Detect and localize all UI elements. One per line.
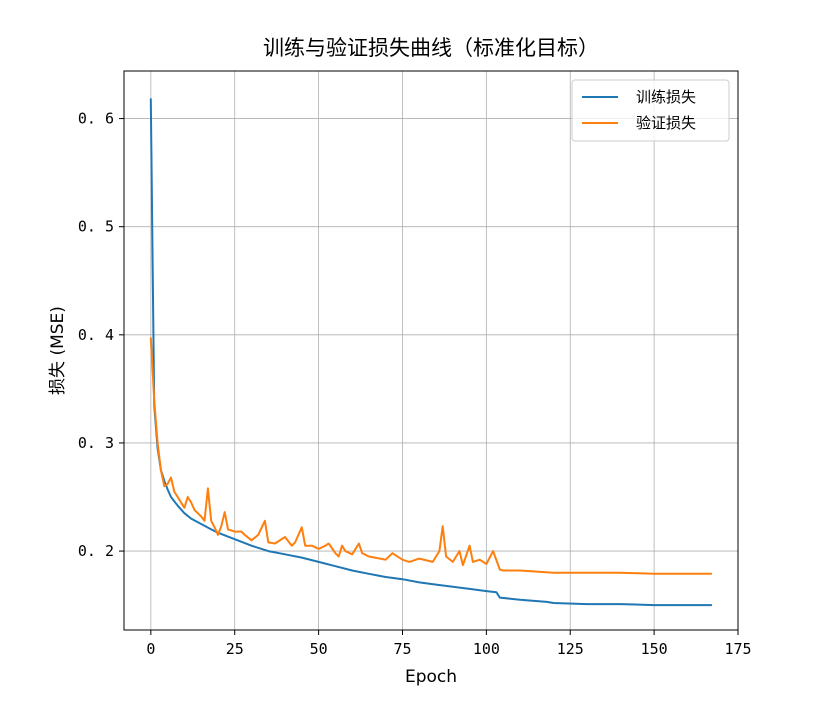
axis-ticks: 0 25 50 75 100 125 150 175 0. 2 0. 3 0. 4 0. 5 0. 6 (78, 110, 752, 658)
chart-title: 训练与验证损失曲线（标准化目标） (263, 36, 599, 60)
series-lines (149, 98, 713, 607)
legend-label-val: 验证损失 (636, 114, 696, 132)
legend: 训练损失 验证损失 (571, 79, 730, 142)
y-tick-label: 0. 6 (78, 110, 114, 128)
x-tick-label: 175 (724, 640, 751, 658)
grid (124, 71, 739, 630)
y-axis-label: 损失 (MSE) (48, 306, 68, 395)
y-tick-label: 0. 5 (78, 218, 114, 236)
x-tick-label: 0 (146, 640, 155, 658)
x-tick-label: 25 (226, 640, 244, 658)
x-tick-label: 100 (473, 640, 500, 658)
x-tick-label: 125 (557, 640, 584, 658)
legend-label-train: 训练损失 (636, 88, 696, 106)
legend-box (571, 79, 730, 142)
x-axis-label: Epoch (405, 667, 457, 687)
y-tick-label: 0. 2 (78, 542, 114, 560)
x-tick-label: 150 (641, 640, 668, 658)
series-line-train (149, 98, 713, 607)
series-line-val (149, 337, 713, 575)
y-tick-label: 0. 4 (78, 326, 114, 344)
plot-area-frame (123, 70, 739, 631)
x-tick-label: 50 (310, 640, 328, 658)
y-tick-label: 0. 3 (78, 434, 114, 452)
x-tick-label: 75 (393, 640, 411, 658)
